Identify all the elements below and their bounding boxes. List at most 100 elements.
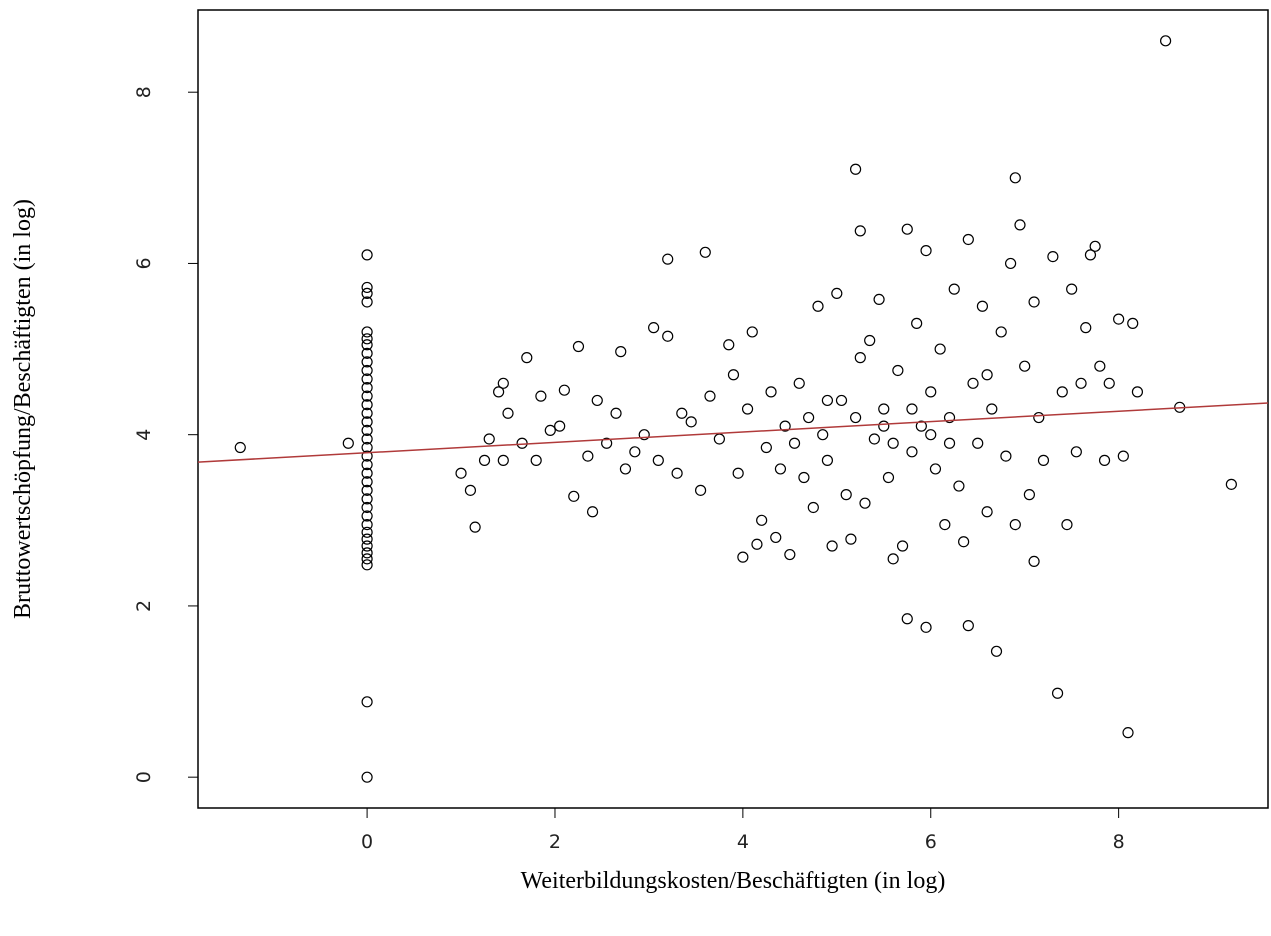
point bbox=[784, 548, 796, 561]
point bbox=[934, 343, 946, 355]
point bbox=[1028, 555, 1040, 568]
point bbox=[361, 407, 373, 419]
point bbox=[723, 339, 735, 351]
point bbox=[812, 300, 824, 312]
point bbox=[455, 467, 467, 479]
point bbox=[361, 696, 373, 708]
point bbox=[361, 484, 373, 496]
point bbox=[638, 429, 650, 441]
point bbox=[911, 317, 923, 329]
point bbox=[361, 333, 373, 345]
point bbox=[497, 454, 509, 466]
point bbox=[948, 283, 960, 295]
point bbox=[920, 621, 932, 633]
point bbox=[892, 364, 904, 377]
y-tick-label: 2 bbox=[133, 600, 155, 612]
point bbox=[704, 390, 716, 402]
point bbox=[1122, 727, 1134, 739]
y-tick-label: 8 bbox=[133, 86, 155, 98]
point bbox=[662, 330, 674, 342]
point bbox=[648, 322, 660, 334]
point bbox=[901, 223, 913, 235]
point bbox=[1061, 518, 1073, 531]
point bbox=[878, 403, 890, 415]
point bbox=[361, 459, 373, 471]
point bbox=[544, 424, 556, 437]
point bbox=[915, 420, 927, 432]
plot-frame bbox=[197, 9, 1269, 809]
point bbox=[756, 514, 768, 526]
point bbox=[765, 386, 777, 398]
point bbox=[1131, 386, 1144, 398]
point bbox=[361, 476, 373, 488]
point bbox=[887, 553, 899, 565]
point bbox=[873, 293, 885, 306]
x-tick-label: 6 bbox=[925, 831, 937, 853]
x-tick-label: 0 bbox=[361, 831, 373, 853]
point bbox=[1009, 518, 1021, 531]
y-tick-label: 6 bbox=[133, 257, 155, 269]
point bbox=[361, 424, 373, 437]
point bbox=[568, 490, 580, 502]
point bbox=[962, 620, 974, 632]
point bbox=[361, 533, 373, 545]
point bbox=[807, 501, 819, 514]
point bbox=[1023, 489, 1035, 501]
y-tick-label: 0 bbox=[133, 771, 155, 783]
point bbox=[990, 645, 1003, 657]
point bbox=[967, 377, 979, 389]
point bbox=[652, 454, 664, 466]
point bbox=[1075, 377, 1087, 389]
point bbox=[361, 493, 373, 505]
point bbox=[361, 518, 373, 531]
point bbox=[361, 287, 373, 300]
point bbox=[958, 536, 970, 548]
point bbox=[939, 518, 951, 531]
point bbox=[558, 384, 570, 396]
point bbox=[361, 553, 373, 565]
point bbox=[1225, 478, 1237, 490]
point bbox=[962, 233, 974, 246]
point bbox=[234, 441, 246, 454]
x-tick-label: 2 bbox=[549, 831, 561, 853]
x-tick-label: 4 bbox=[737, 831, 749, 853]
point bbox=[361, 339, 373, 351]
point bbox=[817, 429, 829, 441]
point bbox=[662, 253, 674, 265]
point bbox=[601, 437, 613, 449]
point bbox=[1019, 360, 1031, 372]
point bbox=[361, 547, 373, 559]
point bbox=[831, 287, 843, 300]
point bbox=[361, 501, 373, 514]
point bbox=[586, 506, 599, 518]
point bbox=[845, 533, 857, 545]
point bbox=[972, 437, 984, 449]
point bbox=[864, 334, 876, 347]
point bbox=[483, 433, 495, 445]
x-axis-label: Weiterbildungskosten/Beschäftigten (in l… bbox=[521, 868, 946, 894]
point bbox=[774, 463, 787, 475]
point bbox=[361, 356, 373, 368]
point bbox=[361, 433, 373, 445]
point bbox=[610, 407, 622, 419]
point bbox=[840, 489, 852, 501]
point bbox=[342, 437, 354, 449]
point bbox=[1127, 317, 1139, 329]
point bbox=[821, 394, 834, 407]
point bbox=[1070, 446, 1082, 458]
point bbox=[676, 407, 688, 419]
point bbox=[887, 437, 899, 449]
x-tick-label: 8 bbox=[1113, 831, 1125, 853]
point bbox=[361, 296, 373, 308]
point bbox=[1094, 360, 1106, 372]
point bbox=[361, 390, 373, 402]
y-tick-label: 4 bbox=[133, 429, 155, 441]
point bbox=[464, 484, 477, 496]
point bbox=[1160, 35, 1172, 47]
point bbox=[925, 429, 937, 441]
point bbox=[694, 484, 707, 496]
point bbox=[361, 249, 373, 261]
point bbox=[779, 420, 791, 432]
point bbox=[1080, 322, 1092, 334]
